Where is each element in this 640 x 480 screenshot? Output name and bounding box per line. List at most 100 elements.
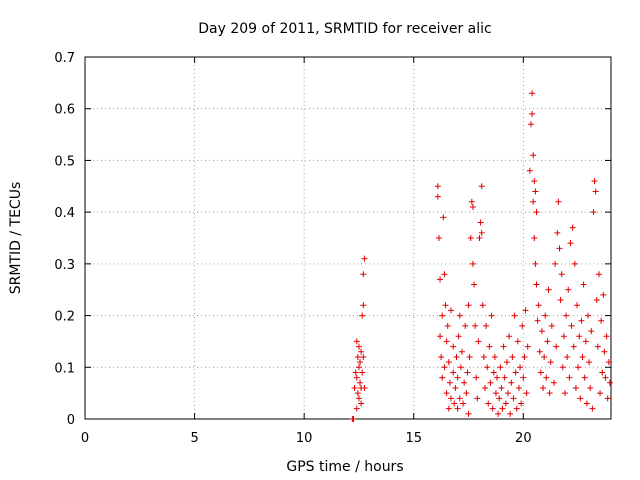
data-point (499, 405, 506, 412)
data-point (452, 384, 459, 391)
data-point (464, 369, 471, 376)
data-point (443, 390, 450, 397)
data-point (556, 245, 563, 252)
data-point (582, 338, 589, 345)
chart-title: Day 209 of 2011, SRMTID for receiver ali… (198, 21, 491, 37)
data-point (540, 384, 547, 391)
data-point (535, 302, 542, 309)
data-point (579, 353, 586, 360)
data-point (558, 271, 565, 278)
data-point (489, 405, 496, 412)
data-point (604, 395, 611, 402)
data-point (456, 395, 463, 402)
data-point (554, 229, 561, 236)
data-point (538, 328, 545, 335)
data-point (565, 286, 572, 293)
data-point (463, 390, 470, 397)
data-point (591, 178, 598, 185)
data-point (455, 333, 462, 340)
data-point (438, 353, 445, 360)
data-point (353, 374, 360, 381)
data-point (503, 359, 510, 366)
data-point (547, 359, 554, 366)
data-point (586, 359, 593, 366)
data-point (491, 353, 498, 360)
data-point (572, 384, 579, 391)
data-point (567, 240, 574, 247)
data-point (469, 203, 476, 210)
data-point (605, 359, 612, 366)
data-point (524, 343, 531, 350)
data-point (480, 353, 487, 360)
x-axis-title: GPS time / hours (286, 459, 403, 475)
data-point (553, 343, 560, 350)
data-point (358, 400, 365, 407)
data-point (578, 317, 585, 324)
data-point (519, 322, 526, 329)
data-point (355, 343, 362, 350)
data-point (359, 369, 366, 376)
data-point (466, 353, 473, 360)
data-point (465, 410, 472, 417)
data-point (507, 410, 514, 417)
data-point (434, 193, 441, 200)
data-point (350, 416, 357, 422)
data-point (488, 312, 495, 319)
data-point (445, 405, 452, 412)
data-point (494, 374, 501, 381)
data-point (492, 390, 499, 397)
data-point (557, 297, 564, 304)
data-point (529, 110, 536, 117)
data-point (352, 369, 359, 376)
data-point (587, 384, 594, 391)
data-point (511, 312, 518, 319)
data-point (555, 198, 562, 205)
data-point (437, 333, 444, 340)
data-point (355, 364, 362, 371)
data-point (574, 302, 581, 309)
data-point (584, 312, 591, 319)
data-point (481, 384, 488, 391)
y-axis-title: SRMTID / TECUs (8, 182, 24, 295)
data-point (595, 271, 602, 278)
data-point (450, 343, 457, 350)
data-point (487, 379, 494, 386)
data-point (536, 348, 543, 355)
data-point (355, 395, 362, 402)
x-tick-label: 15 (405, 431, 422, 446)
data-point (440, 214, 447, 221)
data-point (443, 338, 450, 345)
data-point (441, 271, 448, 278)
data-point (474, 395, 481, 402)
data-point (469, 260, 476, 267)
data-point (515, 384, 522, 391)
data-point (510, 395, 517, 402)
data-point (564, 353, 571, 360)
data-point (465, 302, 472, 309)
data-point (532, 260, 539, 267)
data-point (576, 333, 583, 340)
data-point (351, 384, 358, 391)
data-point (594, 343, 601, 350)
data-point (358, 348, 365, 355)
y-tick-label: 0.2 (54, 310, 75, 325)
data-point (544, 338, 551, 345)
data-point (353, 338, 360, 345)
data-point (501, 374, 508, 381)
data-point (456, 312, 463, 319)
data-point (517, 364, 524, 371)
data-point (477, 219, 484, 226)
data-point (603, 333, 610, 340)
data-point (439, 374, 446, 381)
data-point (360, 271, 367, 278)
data-point (448, 307, 455, 314)
data-point (568, 322, 575, 329)
data-point (530, 198, 537, 205)
data-point (508, 379, 515, 386)
data-point (437, 276, 444, 283)
data-point (551, 379, 558, 386)
data-point (467, 235, 474, 241)
data-point (531, 178, 538, 185)
data-point (520, 374, 527, 381)
